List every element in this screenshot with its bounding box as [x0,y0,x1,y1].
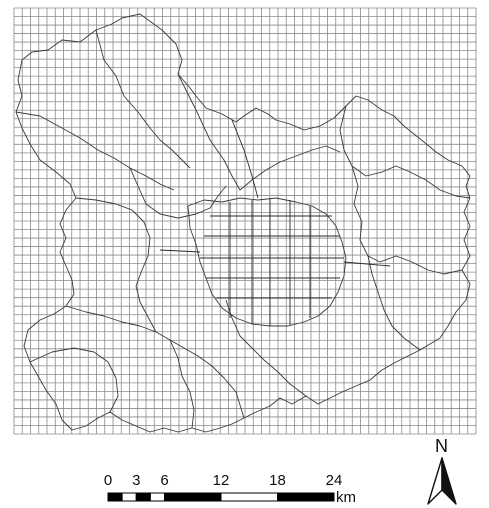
urban-road [231,119,259,199]
west-district-boundary [75,197,157,333]
scale-tick-label: 3 [132,472,140,489]
north-arrow-right-half [441,457,457,505]
south-district-boundary [225,299,307,397]
urban-road [343,261,391,267]
scale-bar-labels: 0 3 6 12 18 24 [104,472,343,489]
north-label: N [435,436,448,456]
scale-bar-segment [220,492,278,502]
east-district-boundary [351,165,463,275]
north-district-boundary [95,29,191,169]
scale-bar-segment [135,492,151,502]
north-arrow-icon: N [427,436,457,505]
scale-tick-label: 18 [269,472,286,489]
outer-boundary [15,13,471,433]
scale-tick-label: 6 [160,472,168,489]
west-inner-boundary [129,167,227,219]
northwest-district-boundary [15,111,175,191]
southwest-district-boundary [65,305,245,419]
far-southwest-boundary [29,347,119,413]
urban-road [159,249,201,253]
north-arrow-left-half [427,457,443,505]
scale-bar: 0 3 6 12 18 24 km [104,472,356,506]
scale-bar-segment [277,492,335,502]
scale-unit-label: km [336,489,356,506]
district-boundaries [15,13,471,433]
scale-bar-segment [164,492,222,502]
reference-grid [13,7,477,435]
southeast-district-boundary [367,255,421,351]
scale-bar-segment [121,492,137,502]
scale-bar-segment [149,492,165,502]
south-inner-boundary [169,339,195,429]
scale-tick-label: 12 [213,472,230,489]
central-urban-outline [187,197,347,327]
northeast-district-boundary [339,105,471,199]
scale-bar-segment [107,492,123,502]
scale-tick-label: 24 [326,472,343,489]
scale-tick-label: 0 [104,472,112,489]
scale-bar-segments [107,492,335,502]
north-east-inner-boundary [177,73,341,191]
